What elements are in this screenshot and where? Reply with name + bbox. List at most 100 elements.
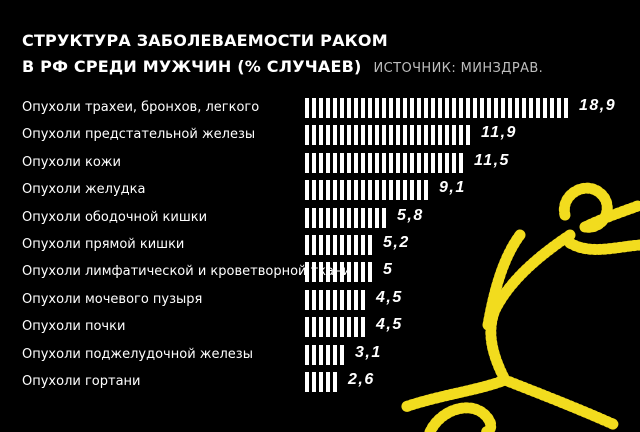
bar-segment bbox=[312, 344, 316, 365]
bar-segment bbox=[333, 372, 337, 392]
bar-segment bbox=[354, 98, 358, 118]
bar-segment bbox=[361, 180, 365, 201]
bar-segment bbox=[410, 152, 414, 173]
bar-segment bbox=[340, 207, 344, 228]
bar-segment bbox=[382, 98, 386, 118]
bar-segment bbox=[382, 125, 386, 146]
bar-segment bbox=[354, 207, 358, 228]
bar-segment bbox=[417, 152, 421, 173]
bar-segment bbox=[361, 125, 365, 146]
bar-segment bbox=[347, 152, 351, 173]
bar-segment bbox=[305, 317, 309, 338]
bar-segment bbox=[319, 344, 323, 365]
bar-segment bbox=[319, 372, 323, 392]
value-label: 9,1 bbox=[439, 179, 466, 197]
bar-segment bbox=[529, 98, 533, 118]
bar-segment bbox=[410, 98, 414, 118]
bar-segment bbox=[340, 317, 344, 338]
bar-segment bbox=[333, 344, 337, 365]
bar-segment bbox=[375, 98, 379, 118]
bar-segment bbox=[375, 180, 379, 201]
bar bbox=[305, 207, 386, 228]
value-label: 2,6 bbox=[348, 371, 375, 388]
bar-segment bbox=[312, 317, 316, 338]
bar-segment bbox=[340, 262, 344, 283]
bar-segment bbox=[550, 98, 554, 118]
bar-segment bbox=[368, 207, 372, 228]
bar-row: Опухоли трахеи, бронхов, легкого 18,9 bbox=[0, 96, 640, 123]
bar-segment bbox=[410, 180, 414, 201]
bar-segment bbox=[368, 262, 372, 283]
bar-segment bbox=[326, 344, 330, 365]
bar-segment bbox=[368, 152, 372, 173]
bar-segment bbox=[312, 125, 316, 146]
value-label: 11,5 bbox=[474, 151, 510, 169]
bar bbox=[305, 262, 372, 283]
bar-segment bbox=[452, 152, 456, 173]
bar-segment bbox=[473, 98, 477, 118]
bar-segment bbox=[375, 125, 379, 146]
bar-segment bbox=[319, 317, 323, 338]
bar-segment bbox=[396, 98, 400, 118]
title-line-1: СТРУКТУРА ЗАБОЛЕВАЕМОСТИ РАКОМ bbox=[22, 31, 388, 50]
value-label: 4,5 bbox=[376, 316, 403, 334]
bar-segment bbox=[347, 180, 351, 201]
bar-segment bbox=[312, 98, 316, 118]
value-label: 4,5 bbox=[376, 288, 403, 306]
bar-segment bbox=[326, 207, 330, 228]
bar-segment bbox=[424, 125, 428, 146]
bar-segment bbox=[340, 235, 344, 255]
bar-segment bbox=[389, 98, 393, 118]
bar-segment bbox=[305, 344, 309, 365]
bar-segment bbox=[375, 207, 379, 228]
bar-segment bbox=[312, 235, 316, 255]
bar bbox=[305, 125, 470, 146]
category-label: Опухоли трахеи, бронхов, легкого bbox=[22, 100, 260, 115]
title-line-2-text: В РФ СРЕДИ МУЖЧИН (% СЛУЧАЕВ) bbox=[22, 57, 362, 76]
bar-segment bbox=[452, 98, 456, 118]
bar-segment bbox=[466, 125, 470, 146]
bar-segment bbox=[361, 317, 365, 338]
bar-segment bbox=[361, 235, 365, 255]
bar-segment bbox=[340, 125, 344, 146]
bar-segment bbox=[452, 125, 456, 146]
bar-segment bbox=[557, 98, 561, 118]
bar-segment bbox=[319, 180, 323, 201]
bar-segment bbox=[354, 180, 358, 201]
bar-segment bbox=[305, 98, 309, 118]
bar-segment bbox=[347, 262, 351, 283]
bar-row: Опухоли ободочной кишки 5,8 bbox=[0, 206, 640, 233]
bar-segment bbox=[368, 125, 372, 146]
bar-segment bbox=[305, 207, 309, 228]
bar-segment bbox=[312, 152, 316, 173]
bar-segment bbox=[564, 98, 568, 118]
bar-segment bbox=[536, 98, 540, 118]
bar-row: Опухоли почки 4,5 bbox=[0, 315, 640, 342]
bar-row: Опухоли прямой кишки 5,2 bbox=[0, 233, 640, 260]
bar-segment bbox=[347, 289, 351, 310]
bar-segment bbox=[326, 235, 330, 255]
bar bbox=[305, 317, 365, 338]
bar-segment bbox=[466, 98, 470, 118]
bar-segment bbox=[347, 317, 351, 338]
value-label: 3,1 bbox=[355, 343, 382, 361]
bar-segment bbox=[340, 98, 344, 118]
bar-segment bbox=[403, 180, 407, 201]
bar-segment bbox=[333, 317, 337, 338]
category-label: Опухоли кожи bbox=[22, 154, 121, 170]
bar-segment bbox=[312, 207, 316, 228]
bar-row: Опухоли мочевого пузыря 4,5 bbox=[0, 288, 640, 315]
bar-segment bbox=[445, 125, 449, 146]
bar-row: Опухоли гортани 2,6 bbox=[0, 370, 640, 397]
bar-segment bbox=[403, 98, 407, 118]
bar-segment bbox=[354, 125, 358, 146]
bar-segment bbox=[333, 98, 337, 118]
chart-title: СТРУКТУРА ЗАБОЛЕВАЕМОСТИ РАКОМ В РФ СРЕД… bbox=[22, 28, 543, 82]
category-label: Опухоли желудка bbox=[22, 182, 146, 198]
bar-segment bbox=[305, 372, 309, 392]
bar-row: Опухоли поджелудочной железы 3,1 bbox=[0, 343, 640, 370]
bar-segment bbox=[305, 125, 309, 146]
bar-segment bbox=[515, 98, 519, 118]
bar-segment bbox=[438, 98, 442, 118]
bar-segment bbox=[431, 152, 435, 173]
